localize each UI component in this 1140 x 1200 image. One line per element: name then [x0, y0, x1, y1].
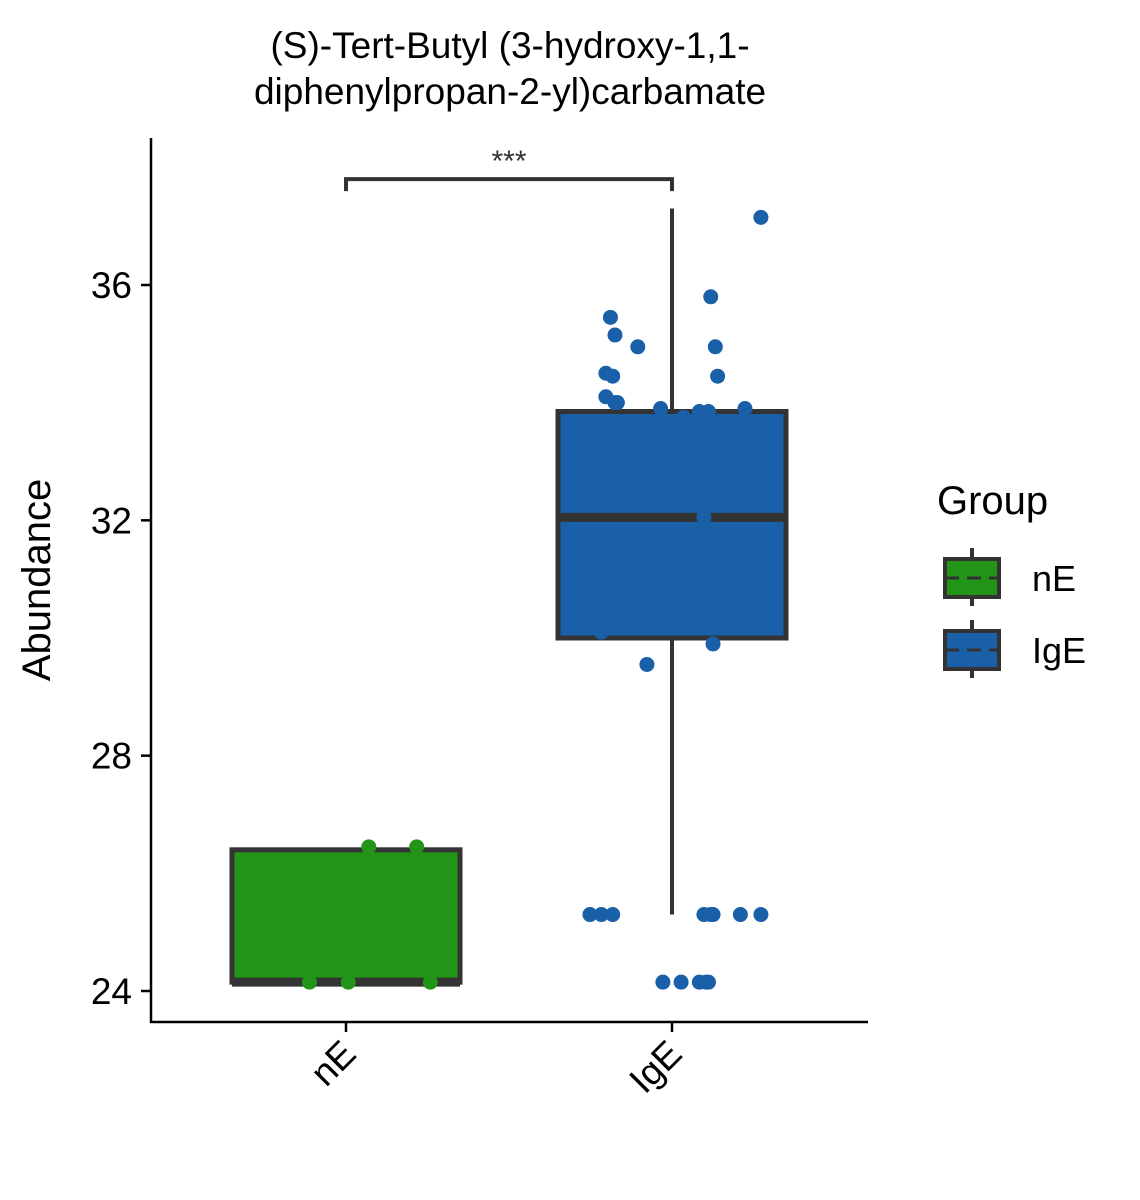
- legend-label-IgE: IgE: [1032, 630, 1086, 671]
- data-point-IgE: [639, 656, 655, 672]
- box-IgE: [555, 408, 789, 641]
- data-point-IgE: [755, 492, 771, 508]
- data-point-IgE: [673, 974, 689, 990]
- data-point-IgE: [753, 907, 769, 923]
- chart-title-line-2: diphenylpropan-2-yl)carbamate: [254, 71, 766, 112]
- data-point-IgE: [609, 395, 625, 411]
- data-point-nE: [302, 974, 318, 990]
- data-point-IgE: [700, 974, 716, 990]
- legend: Group nE IgE: [937, 479, 1086, 678]
- chart-title-line-1: (S)-Tert-Butyl (3-hydroxy-1,1-: [270, 25, 749, 66]
- data-point-IgE: [605, 368, 621, 384]
- data-point-IgE: [655, 974, 671, 990]
- x-tick-label: nE: [303, 1033, 364, 1094]
- x-axis-ticks: nE IgE: [303, 1022, 690, 1101]
- data-point-nE: [422, 974, 438, 990]
- data-point-nE: [361, 839, 377, 855]
- data-point-IgE: [593, 907, 609, 923]
- y-tick-label: 28: [91, 736, 132, 777]
- data-point-nE: [409, 839, 425, 855]
- data-point-nE: [340, 974, 356, 990]
- data-point-IgE: [696, 509, 712, 525]
- data-point-IgE: [737, 401, 753, 417]
- data-point-IgE: [707, 339, 723, 355]
- data-point-IgE: [630, 339, 646, 355]
- data-point-IgE: [582, 907, 598, 923]
- data-point-IgE: [605, 907, 621, 923]
- data-point-IgE: [742, 489, 758, 505]
- data-point-IgE: [582, 418, 598, 434]
- data-point-IgE: [753, 209, 769, 225]
- data-point-IgE: [703, 289, 719, 305]
- box-nE: [229, 847, 463, 985]
- data-point-IgE: [593, 624, 609, 640]
- y-axis-ticks: 24 28 32 36: [91, 265, 151, 1012]
- y-axis-title: Abundance: [15, 479, 59, 681]
- data-point-IgE: [700, 403, 716, 419]
- y-tick-label: 24: [91, 971, 132, 1012]
- legend-label-nE: nE: [1032, 558, 1076, 599]
- data-point-IgE: [710, 368, 726, 384]
- data-point-IgE: [705, 636, 721, 652]
- plot-area: ***: [229, 145, 789, 990]
- data-point-IgE: [714, 454, 730, 470]
- significance-label: ***: [491, 145, 526, 178]
- x-tick-label: IgE: [621, 1033, 689, 1101]
- significance-bracket: [344, 177, 674, 192]
- legend-title: Group: [937, 479, 1048, 523]
- y-tick-label: 32: [91, 500, 132, 541]
- data-point-IgE: [607, 327, 623, 343]
- data-point-IgE: [675, 409, 691, 425]
- y-tick-label: 36: [91, 265, 132, 306]
- data-point-IgE: [602, 309, 618, 325]
- data-point-IgE: [653, 401, 669, 417]
- data-point-IgE: [732, 907, 748, 923]
- data-point-IgE: [705, 907, 721, 923]
